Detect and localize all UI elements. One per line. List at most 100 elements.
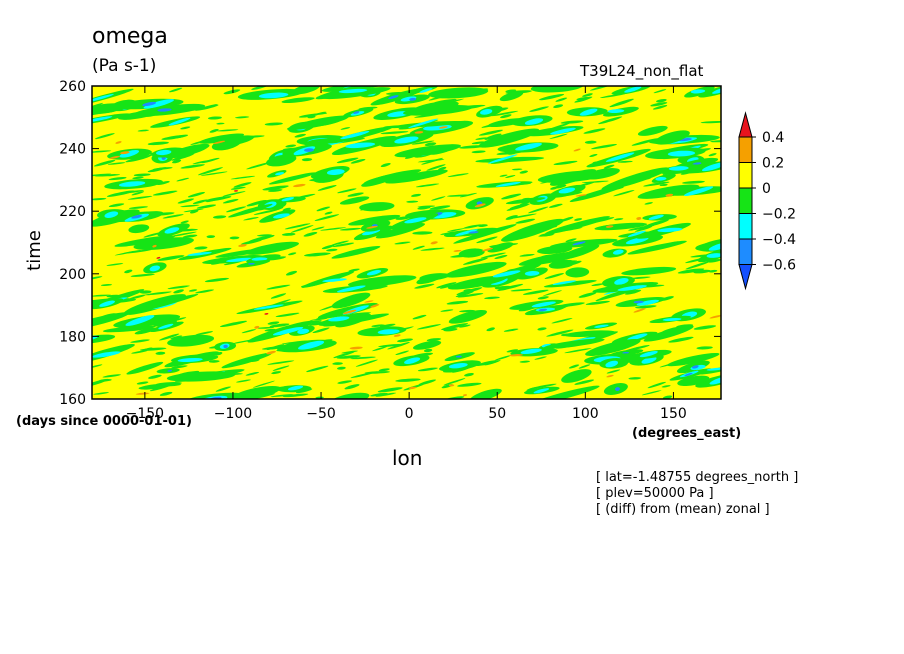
anomaly-dash [494,355,512,361]
anomaly-streak [478,128,540,148]
anomaly-dash [581,180,609,184]
anomaly-dash [92,276,103,281]
anomaly-core [328,316,350,322]
anomaly-dash [424,142,437,147]
anomaly-core [706,253,721,258]
anomaly-dash [170,231,197,237]
anomaly-dash [266,284,291,290]
anomaly-dash [93,159,116,167]
anomaly-streak [134,327,156,335]
anomaly-dash [262,185,289,191]
anomaly-dash [440,309,454,312]
anomaly-dash [92,150,112,153]
anomaly-streak [458,248,485,258]
anomaly-streak [558,244,600,260]
anomaly-streak [643,325,694,342]
y-tick-label: 260 [59,79,86,95]
anomaly-peak [131,214,143,219]
y-axis: 160 180 200 220 240 260 [59,79,721,408]
anomaly-streak [407,86,438,94]
anomaly-dash [420,247,445,251]
anomaly-dash [441,323,469,331]
anomaly-dash [578,292,597,298]
anomaly-dash [603,164,615,169]
anomaly-streak [637,125,668,136]
anomaly-core [558,187,576,194]
anomaly-dash [188,289,198,292]
anomaly-streak [211,137,242,151]
anomaly-dash [122,190,145,194]
anomaly-dash [339,227,361,231]
anomaly-dash [317,185,337,191]
anomaly-dash [412,231,433,235]
anomaly-dash [130,339,150,343]
anomaly-dash [288,252,297,256]
anomaly-dash [423,348,433,353]
anomaly-streak [199,133,245,144]
anomaly-core [251,257,268,261]
anomaly-streak [550,238,618,248]
colorbar-segment [738,136,753,163]
anomaly-streak [548,259,575,269]
anomaly-core [336,285,366,293]
contour-field [92,86,721,399]
y-tick-label: 200 [59,267,86,283]
anomaly-dash [347,192,364,197]
anomaly-core [594,324,609,328]
anomaly-core [104,211,119,218]
anomaly-dash [253,208,280,215]
anomaly-streak [301,271,355,288]
x-axis-label: lon [392,446,423,470]
anomaly-core [326,169,345,176]
anomaly-streak [499,91,524,102]
anomaly-core [143,99,174,109]
anomaly-peak [388,95,399,100]
anomaly-dash [281,232,296,236]
anomaly-core [614,278,629,285]
anomaly-core [156,149,172,156]
anomaly-streak [403,105,473,116]
anomaly-dash [332,362,343,365]
anomaly-dash [182,234,198,238]
anomaly-dash [136,381,149,385]
anomaly-dash [522,289,549,295]
anomaly-dash [426,164,446,171]
anomaly-dash [168,87,183,93]
anomaly-core [429,212,457,219]
anomaly-dash [180,220,189,224]
anomaly-streak [359,202,395,212]
anomaly-dash [189,209,199,214]
anomaly-core [657,227,683,233]
anomaly-dash [707,259,721,263]
anomaly-streak [394,144,461,158]
anomaly-dash [230,186,246,190]
anomaly-dash [443,378,466,386]
anomaly-dash [204,277,229,283]
anomaly-dash [355,359,378,367]
anomaly-dash [426,338,442,342]
anomaly-dash [312,327,330,334]
anomaly-dash [457,382,482,387]
anomaly-dash [528,206,549,214]
y-axis-units: (days since 0000-01-01) [16,414,192,429]
anomaly-dash [546,329,574,337]
anomaly-core [668,166,689,171]
anomaly-dash [417,206,431,210]
anomaly-streak [412,340,442,350]
anomaly-dash [139,347,167,351]
x-tick-label: 100 [572,406,599,422]
anomaly-dash [303,252,331,257]
annotation-plev: [ plev=50000 Pa ] [596,486,714,501]
anomaly-dash [194,246,208,250]
positive-dash [109,155,120,159]
anomaly-dash [301,158,313,162]
anomaly-core [627,230,646,237]
anomaly-core [709,376,721,385]
anomaly-streak [530,385,600,399]
anomaly-dash [501,193,522,200]
anomaly-dash [372,346,388,352]
anomaly-core [350,111,365,116]
anomaly-streak [375,223,426,239]
anomaly-dash [578,364,591,369]
anomaly-peak [684,372,693,377]
